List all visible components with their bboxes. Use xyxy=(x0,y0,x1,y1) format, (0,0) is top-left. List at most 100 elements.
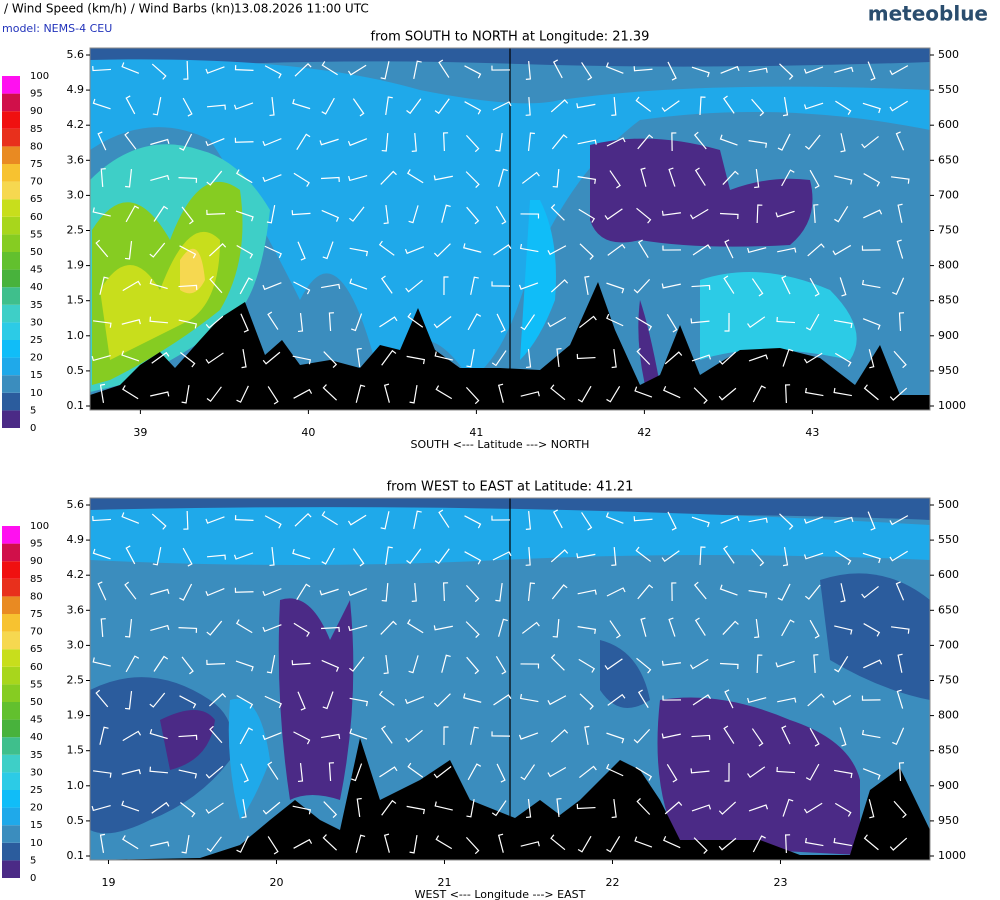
wind-barb xyxy=(234,65,254,71)
wind-barb xyxy=(556,797,562,818)
wind-barb xyxy=(241,799,247,819)
wind-barb xyxy=(552,509,563,529)
wind-barb xyxy=(861,279,881,289)
wind-barb xyxy=(150,841,170,847)
wind-barb xyxy=(99,833,106,853)
wind-barb xyxy=(121,800,140,812)
wind-barb xyxy=(752,835,766,853)
wind-barb xyxy=(262,732,282,741)
wind-barb xyxy=(380,511,390,530)
wind-barb xyxy=(208,243,227,257)
wind-barb xyxy=(433,175,453,181)
wind-barb xyxy=(464,101,482,115)
wind-barb xyxy=(718,837,737,851)
colorbar-label: 25 xyxy=(30,785,43,796)
colorbar-label: 95 xyxy=(30,89,43,100)
wind-barb xyxy=(723,725,735,744)
wind-barb xyxy=(183,510,189,530)
wind-barb xyxy=(496,313,506,333)
wind-barb xyxy=(664,801,683,815)
y2-tick-label: 900 xyxy=(938,329,959,342)
colorbar-swatch xyxy=(2,252,20,270)
wind-barb xyxy=(525,798,532,819)
wind-barb xyxy=(640,167,647,187)
wind-barb xyxy=(149,242,166,258)
wind-barb xyxy=(782,97,789,117)
wind-barb xyxy=(465,836,480,855)
colorbar-swatch xyxy=(2,825,20,843)
wind-barb xyxy=(550,654,565,671)
wind-barb xyxy=(380,275,393,294)
wind-barb xyxy=(180,352,196,368)
wind-barb xyxy=(662,695,682,701)
wind-barb xyxy=(890,626,910,634)
wind-barb xyxy=(809,169,820,189)
colorbar-label: 45 xyxy=(30,715,43,726)
wind-barb xyxy=(122,730,142,742)
colorbar-swatch xyxy=(2,561,20,579)
wind-barb xyxy=(379,316,398,328)
wind-barb xyxy=(520,764,536,781)
y-tick-label: 0.1 xyxy=(67,849,85,862)
wind-barb xyxy=(347,64,367,76)
colorbar-label: 15 xyxy=(30,370,43,381)
wind-barb xyxy=(809,277,820,297)
y-tick-label: 1.0 xyxy=(67,779,85,792)
wind-barb xyxy=(803,66,824,74)
wind-barb xyxy=(863,209,883,219)
colorbar-swatch xyxy=(2,614,20,632)
wind-barb xyxy=(751,548,765,567)
wind-barb xyxy=(269,96,275,117)
wind-barb xyxy=(350,763,363,782)
colorbar-swatch xyxy=(2,578,20,597)
wind-barb xyxy=(699,546,706,566)
wind-barb xyxy=(406,805,426,815)
wind-barb xyxy=(435,385,453,400)
colorbar-swatch xyxy=(2,860,20,878)
wind-barb xyxy=(896,239,904,259)
wind-barb xyxy=(205,66,225,74)
wind-barb xyxy=(205,352,224,364)
y2-tick-label: 500 xyxy=(938,48,959,61)
wind-barb xyxy=(862,768,881,780)
wind-barb xyxy=(606,137,626,147)
wind-barb xyxy=(724,239,734,259)
wind-barb xyxy=(862,552,881,564)
wind-barb xyxy=(178,284,198,290)
wind-barb xyxy=(405,729,423,743)
wind-barb xyxy=(95,689,109,708)
wind-barb xyxy=(319,588,339,596)
wind-barb xyxy=(723,95,735,114)
wind-barb xyxy=(153,655,169,672)
wind-barb xyxy=(466,799,475,818)
wind-barb xyxy=(776,316,796,324)
wind-barb xyxy=(834,625,853,635)
wind-barb xyxy=(834,352,852,367)
wind-barb xyxy=(93,770,112,778)
wind-barb xyxy=(661,660,681,666)
colorbar-swatch xyxy=(2,164,20,182)
wind-barb xyxy=(206,659,226,665)
wind-barb xyxy=(433,766,452,779)
wind-barb xyxy=(519,243,539,253)
wind-barb xyxy=(550,204,565,221)
wind-barb xyxy=(328,762,334,782)
wind-barb xyxy=(495,205,507,225)
wind-barb xyxy=(552,168,560,188)
wind-barb xyxy=(634,836,653,848)
wind-barb xyxy=(235,210,254,222)
wind-barb xyxy=(518,732,539,740)
wind-barb xyxy=(637,134,654,150)
colorbar-swatch xyxy=(2,146,20,164)
colorbar-swatch xyxy=(2,772,20,790)
wind-barb xyxy=(463,243,482,253)
wind-barb xyxy=(578,658,596,673)
wind-barb xyxy=(694,617,706,636)
y2-tick-label: 700 xyxy=(938,188,959,201)
y2-tick-label: 550 xyxy=(938,83,959,96)
wind-barb xyxy=(493,694,512,706)
wind-barb xyxy=(804,837,824,847)
x-tick-label: 39 xyxy=(133,426,147,439)
y2-tick-label: 550 xyxy=(938,533,959,546)
wind-barb xyxy=(182,97,193,117)
